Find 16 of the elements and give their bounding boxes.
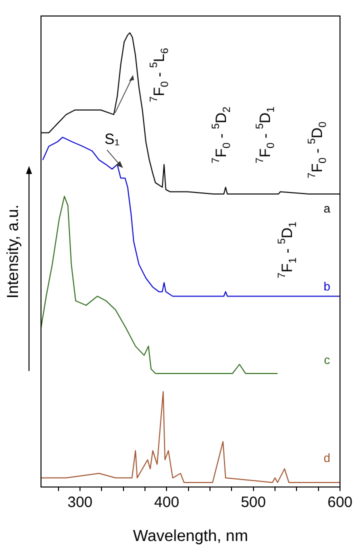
x-tick-label: 600 [327,494,353,512]
annotation: 7F0 - 5D0 [306,122,330,178]
annotation: 7F0 - 5L6 [148,48,172,102]
x-tick-label: 400 [154,494,180,512]
x-tick-label: 300 [67,494,93,512]
annotation: 7F1 - 5D1 [276,222,300,278]
annotation: 7F0 - 5D2 [210,106,234,164]
series-label: b [324,280,331,294]
annotation: S₁ [104,131,120,148]
x-tick-label: 500 [240,494,266,512]
text: c [324,352,330,367]
series-label: d [324,450,330,465]
series-label: a [324,201,331,216]
annotation: 7F0 - 5D1 [254,106,278,164]
x-axis-title: Wavelength, nm [132,528,248,545]
y-axis-title: Intensity, a.u. [5,204,22,298]
